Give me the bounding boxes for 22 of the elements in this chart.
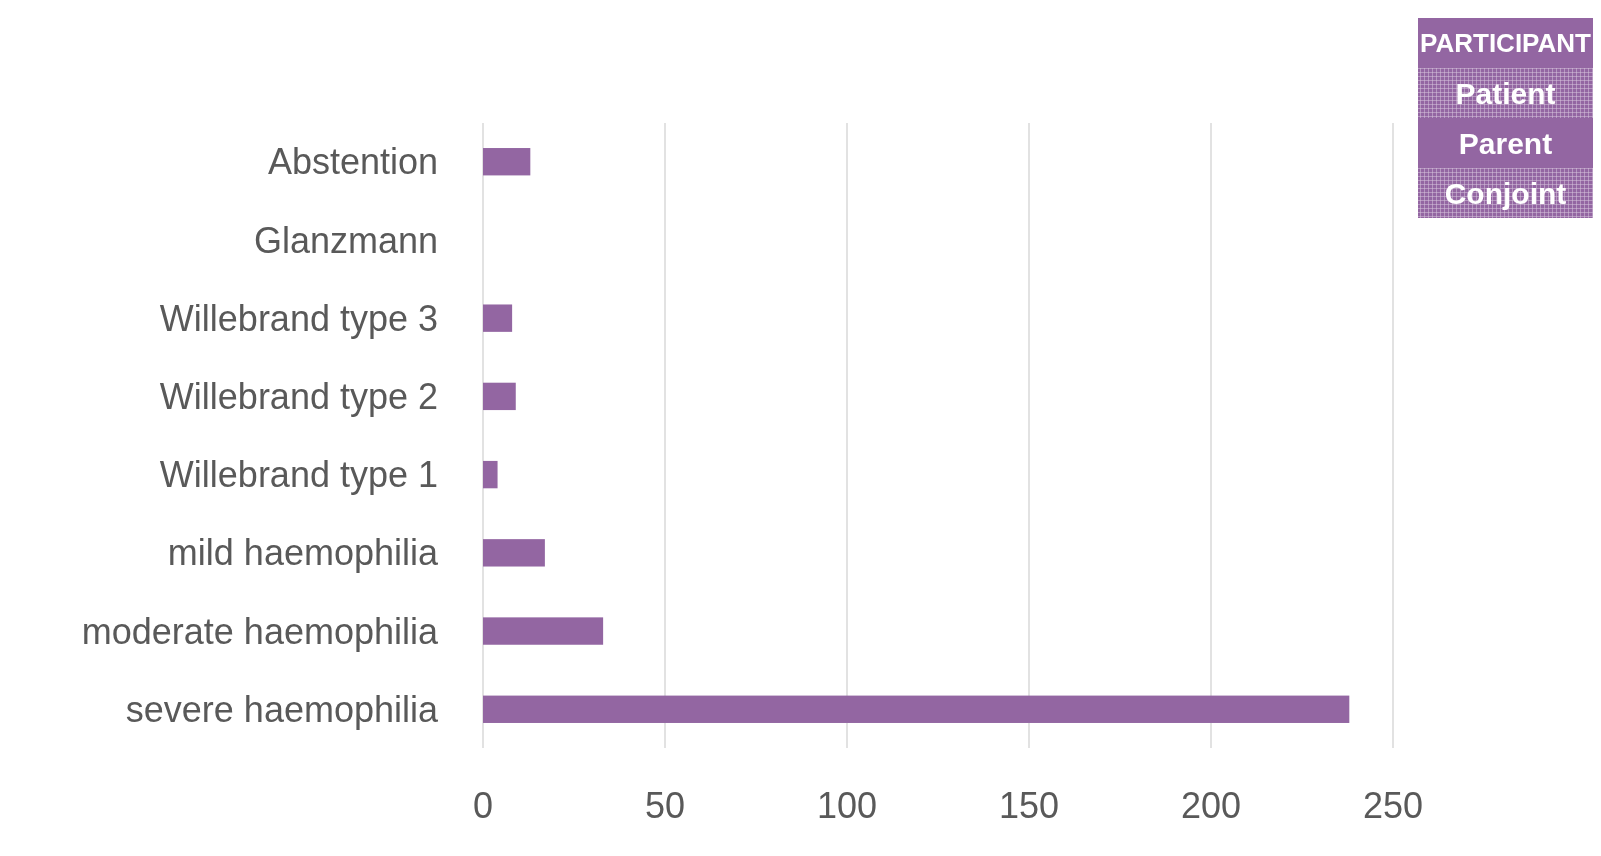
bar — [483, 460, 498, 489]
x-tick-label: 50 — [644, 785, 686, 826]
bar — [483, 148, 531, 176]
y-tick-label: Willebrand type 2 — [159, 375, 438, 417]
filter-panel: PARTICIPANT Patient Parent Conjoint — [1418, 18, 1593, 218]
y-tick-label: Abstention — [267, 141, 438, 183]
bar — [483, 304, 513, 332]
y-tick-label: mild haemophilia — [167, 532, 439, 574]
x-tick-label: 150 — [998, 785, 1060, 826]
x-tick-label: 0 — [472, 785, 494, 826]
y-tick-label: moderate haemophilia — [81, 610, 439, 652]
y-tick-label: severe haemophilia — [125, 688, 439, 730]
x-tick-label: 200 — [1180, 785, 1242, 826]
bar — [483, 539, 545, 567]
x-tick-label: 250 — [1362, 785, 1424, 826]
bar — [483, 695, 1350, 723]
bar — [483, 617, 604, 645]
y-tick-label: Glanzmann — [253, 219, 438, 261]
bar — [483, 382, 516, 411]
x-tick-label: 100 — [816, 785, 878, 826]
y-tick-label: Willebrand type 3 — [159, 297, 438, 339]
y-tick-label: Willebrand type 1 — [159, 454, 438, 496]
